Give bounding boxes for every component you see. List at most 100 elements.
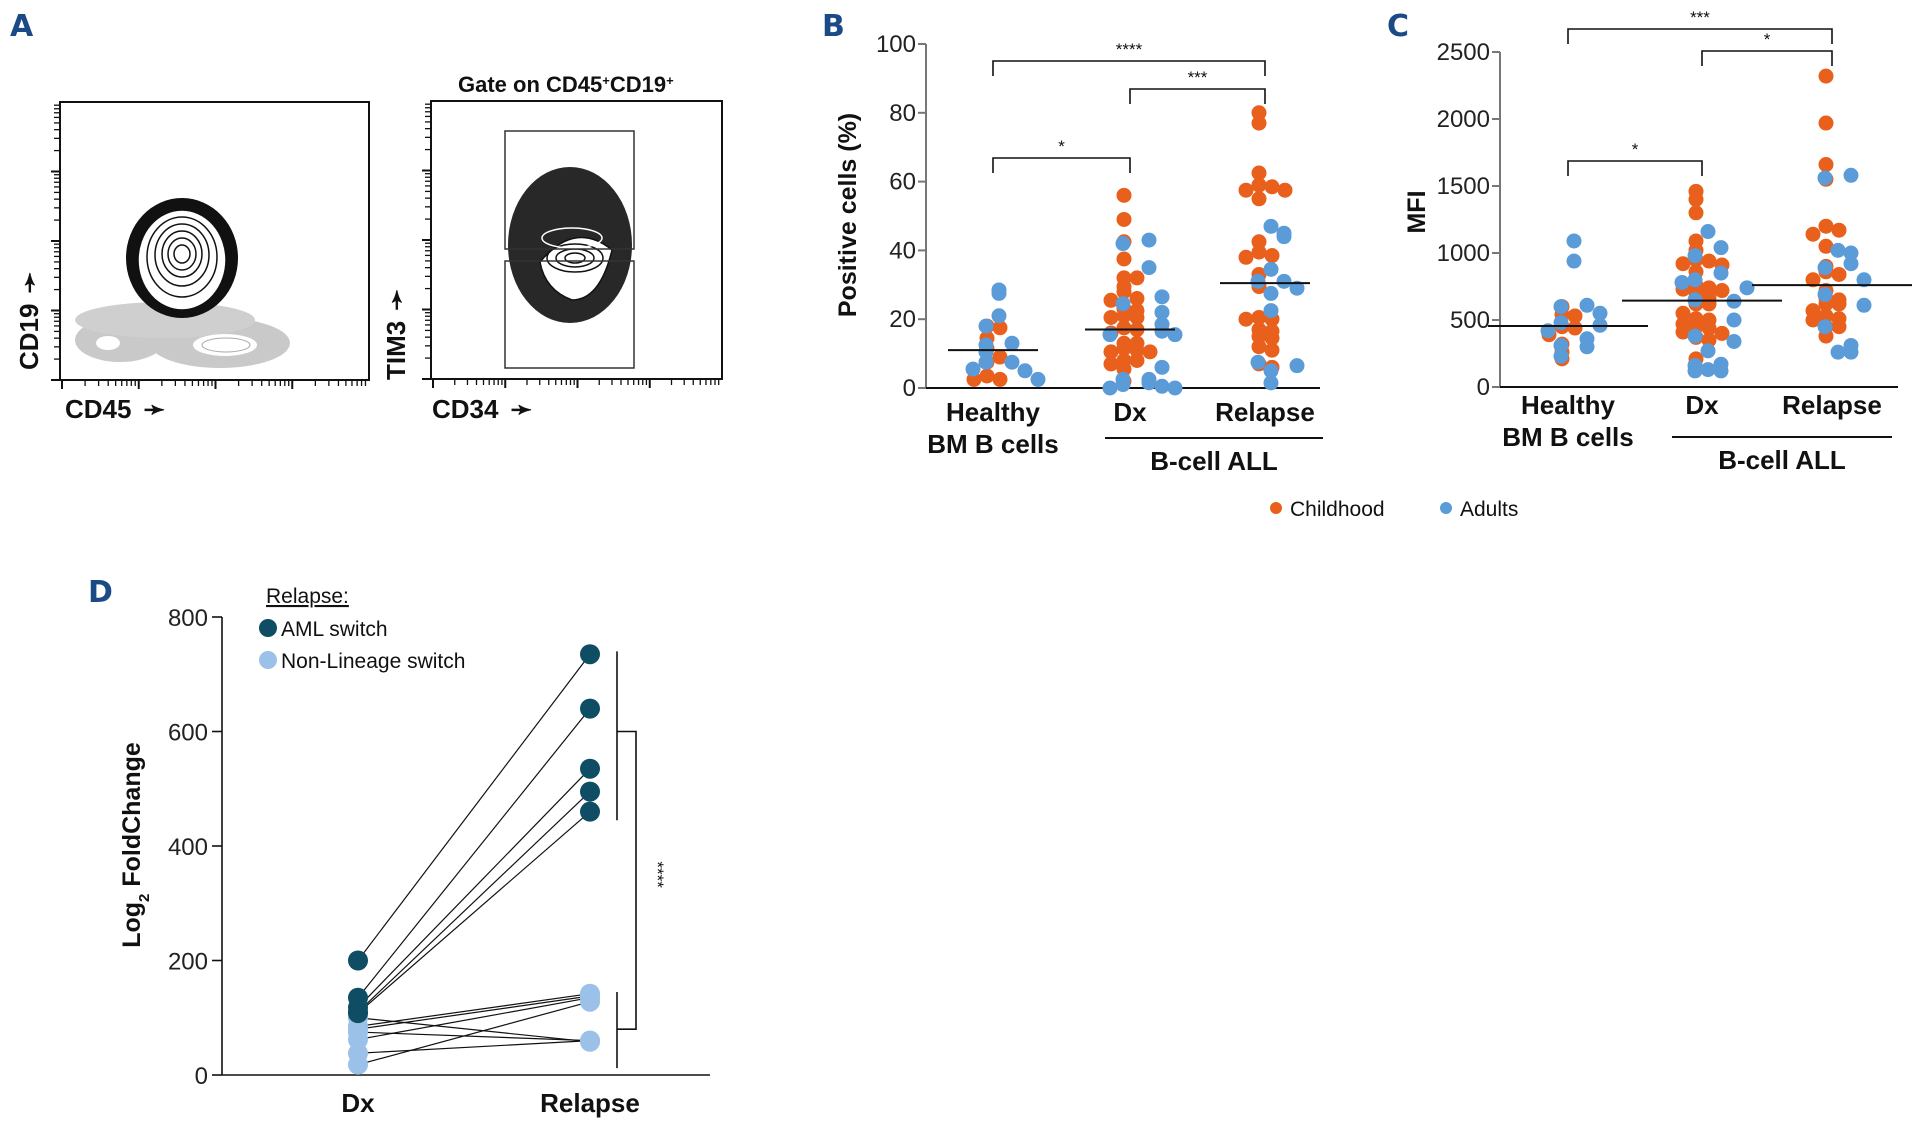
significance-label: **** [1116,40,1143,59]
paired-line [357,997,591,1041]
legend-item-adults: Adults [1440,498,1518,521]
data-point-childhood [1103,344,1119,360]
y-tick-label: 500 [1450,307,1490,334]
y-tick-label: 40 [889,237,916,264]
data-point-childhood [1675,305,1691,321]
group-bracket: B-cell ALL [1105,437,1323,476]
data-point-childhood [1818,115,1834,131]
data-point-adults [1817,319,1833,335]
data-point-adults [1817,260,1833,276]
data-point-adults [1017,363,1033,379]
data-point-adults [1102,380,1118,396]
panel-letter-b: B [822,9,845,44]
facs-axis-ticks [422,103,720,388]
data-point-adults [1250,354,1266,370]
paired-line [357,995,591,1030]
data-point-childhood [1129,291,1145,307]
data-point-adults [1167,327,1183,343]
data-point-adults [1289,358,1305,374]
data-point-childhood [1805,312,1821,328]
paired-line [357,811,591,1014]
data-point-dx [348,1029,368,1050]
panel-letter-c: C [1387,9,1409,44]
data-point-childhood [1116,211,1132,227]
facs-gate-tim3-high [504,130,635,250]
legend-label-adults: Adults [1460,498,1518,521]
data-point-childhood [1103,309,1119,325]
data-point-childhood [1251,115,1267,131]
significance-label: *** [1188,68,1208,87]
data-points [1540,68,1872,379]
data-point-childhood [1264,179,1280,195]
data-point-adults [1817,287,1833,303]
data-point-childhood [1251,339,1267,355]
x-category-label: Dx [1113,397,1147,427]
data-point-childhood [1818,157,1834,173]
data-point-adults [1700,224,1716,240]
facs-population-gray [75,302,290,368]
data-point-adults [1115,236,1131,252]
data-point-adults [978,354,994,370]
data-point-relapse [580,801,600,822]
significance-label: * [1764,30,1771,49]
paired-lines [357,653,591,1066]
group-bracket: B-cell ALL [1672,436,1892,475]
data-point-adults [1553,315,1569,331]
x-category-label: Relapse [540,1088,640,1118]
data-point-adults [1141,375,1157,391]
y-axis [1499,52,1898,388]
data-point-childhood [1688,191,1704,207]
data-point-adults [1167,380,1183,396]
legend-marker-childhood [1270,502,1282,514]
data-point-childhood [1129,309,1145,325]
significance-bracket [992,60,1266,76]
x-category-labels: Dx Relapse [341,1088,639,1118]
y-ticks: 0 20 40 60 80 100 [876,31,926,402]
median-lines [1488,284,1912,328]
data-point-adults [1263,363,1279,379]
data-point-adults [1856,297,1872,313]
facs-plot-cd45-cd19: CD45 ➛ CD19➛ [14,101,370,424]
data-point-adults [1154,304,1170,320]
panel-d-foldchange-chart: D Log2 FoldChange 0 200 400 600 800 Dx Relaps… [88,575,710,1118]
data-point-childhood [1251,234,1267,250]
legend-item-non-lineage-switch: Non-Lineage switch [259,650,465,673]
data-point-adults [1830,242,1846,258]
data-point-adults [1154,289,1170,305]
data-point-childhood [1116,320,1132,336]
data-point-relapse [580,991,600,1012]
data-point-childhood [1264,248,1280,264]
data-point-adults [1115,296,1131,312]
y-tick-label: 800 [168,605,208,632]
data-point-adults [1843,245,1859,261]
data-point-adults [1553,299,1569,315]
data-point-adults [991,308,1007,324]
data-point-childhood [1831,266,1847,282]
data-point-childhood [1567,308,1583,324]
paired-line [357,791,591,1013]
x-category-label: Dx [341,1088,375,1118]
facs-xlabel-cd45: CD45 ➛ [65,394,165,424]
data-point-adults [1687,248,1703,264]
y-tick-label: 600 [168,720,208,747]
data-point-childhood [1116,284,1132,300]
data-point-adults [1700,362,1716,378]
data-point-childhood [1675,256,1691,272]
data-point-relapse [580,1030,600,1051]
data-point-adults [1141,260,1157,276]
data-point-adults [1713,363,1729,379]
panel-a: A CD45 ➛ CD19➛ [10,9,723,424]
facs-population-cd19-pos [126,198,238,318]
data-point-childhood [1264,330,1280,346]
data-point-adults [1856,272,1872,288]
data-point-dx [348,950,368,971]
data-point-adults [1579,297,1595,313]
data-point-childhood [992,371,1008,387]
panel-letter-a: A [10,9,34,44]
data-point-childhood [1818,218,1834,234]
data-point-childhood [1831,222,1847,238]
data-point-childhood [1251,191,1267,207]
legend-title: Relapse: [266,585,349,608]
data-point-childhood [1251,244,1267,260]
